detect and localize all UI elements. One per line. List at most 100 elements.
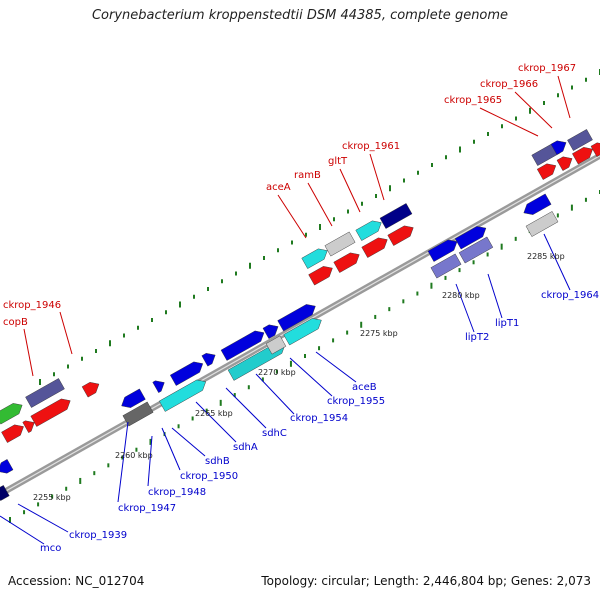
scale-tick xyxy=(79,477,82,484)
gene-arrow xyxy=(458,236,494,264)
scale-tick xyxy=(486,252,489,257)
label-callout-line xyxy=(307,182,333,227)
label-callout-line xyxy=(161,427,181,471)
gene-label: ckrop_1955 xyxy=(327,396,385,407)
gene-arrow xyxy=(308,266,333,286)
gene-label: lipT2 xyxy=(465,332,489,343)
gene-arrow xyxy=(265,335,287,355)
gene-label: ckrop_1954 xyxy=(290,413,348,424)
scale-tick xyxy=(247,385,250,390)
gene-arrow xyxy=(523,193,552,215)
gene-label: ckrop_1964 xyxy=(541,290,599,301)
label-callout-line xyxy=(117,421,129,503)
scale-tick xyxy=(263,256,265,260)
map-title: Corynebacterium kroppenstedtii DSM 44385… xyxy=(91,8,509,23)
gene-arrow xyxy=(430,253,462,279)
gene-arrow xyxy=(0,459,14,474)
scale-tick xyxy=(529,107,531,114)
scale-tick xyxy=(515,116,517,121)
scale-tick xyxy=(584,197,587,202)
gene-arrow xyxy=(25,378,65,408)
gene-arrow xyxy=(30,398,71,427)
scale-tick xyxy=(445,155,447,160)
scale-tick xyxy=(207,287,209,291)
scale-tick xyxy=(318,346,321,351)
gene-arrow xyxy=(0,485,10,501)
label-callout-line xyxy=(17,503,69,533)
label-callout-line xyxy=(255,373,295,415)
scale-tick xyxy=(360,321,363,328)
scale-tick xyxy=(500,243,503,250)
label-callout-line xyxy=(277,194,307,239)
scale-tick xyxy=(193,294,195,299)
scale-tick xyxy=(514,236,517,241)
scale-tick xyxy=(109,340,111,347)
scale-tick xyxy=(233,393,236,398)
gene-arrow xyxy=(262,324,279,339)
scale-tick xyxy=(177,424,180,429)
scale-tick xyxy=(487,132,489,136)
gene-arrow xyxy=(301,248,328,269)
gene-arrow xyxy=(550,140,567,155)
gene-label: ckrop_1961 xyxy=(342,141,400,152)
scale-tick xyxy=(81,356,83,361)
gene-label: sdhC xyxy=(262,428,287,439)
gene-arrow xyxy=(324,231,356,257)
label-callout-line xyxy=(195,401,237,443)
scale-tick xyxy=(179,301,181,308)
gene-label: lipT1 xyxy=(495,318,519,329)
gene-label: ckrop_1967 xyxy=(518,63,576,74)
scale-tick xyxy=(67,364,69,369)
gene-label: ramB xyxy=(294,170,321,181)
scale-tick xyxy=(151,318,153,322)
scale-tick xyxy=(543,101,545,105)
gene-arrow xyxy=(427,239,458,262)
scale-tick xyxy=(459,146,461,153)
label-callout-line xyxy=(147,435,153,487)
scale-tick xyxy=(219,399,222,406)
scale-kbp-label: 2280 kbp xyxy=(442,291,480,300)
scale-tick xyxy=(333,217,335,222)
scale-tick xyxy=(291,240,293,245)
scale-tick xyxy=(221,279,223,284)
label-callout-line xyxy=(23,328,34,377)
scale-tick xyxy=(557,93,559,98)
scale-tick xyxy=(123,333,125,338)
scale-tick xyxy=(39,379,41,385)
scale-tick xyxy=(402,299,405,304)
label-callout-line xyxy=(369,153,385,201)
gene-label: ckrop_1939 xyxy=(69,530,127,541)
gene-arrow xyxy=(81,382,100,398)
scale-tick xyxy=(556,213,559,218)
scale-tick xyxy=(205,408,208,413)
label-callout-line xyxy=(543,233,571,291)
gene-arrow xyxy=(277,304,316,332)
label-callout-line xyxy=(339,168,361,213)
gene-arrow xyxy=(567,129,593,151)
scale-tick xyxy=(403,178,405,183)
label-callout-line xyxy=(455,283,475,333)
scale-kbp-label: 2260 kbp xyxy=(115,451,153,460)
gene-arrow xyxy=(572,147,593,165)
scale-tick xyxy=(275,369,278,374)
gene-label: mco xyxy=(40,543,61,554)
gene-arrow xyxy=(122,401,154,427)
gene-arrow xyxy=(1,424,24,443)
scale-tick xyxy=(9,517,11,523)
gene-arrow xyxy=(556,156,573,171)
gene-label: gltT xyxy=(328,156,348,167)
label-callout-line xyxy=(315,351,357,383)
scale-kbp-label: 2285 kbp xyxy=(527,252,565,261)
gene-arrow xyxy=(0,403,23,425)
scale-tick xyxy=(388,307,391,312)
scale-tick xyxy=(137,325,139,330)
label-callout-line xyxy=(59,311,73,355)
scale-tick xyxy=(444,275,447,280)
gene-label: ckrop_1947 xyxy=(118,503,176,514)
scale-tick xyxy=(235,271,237,276)
gene-labels: 2255 kbp 2260 kbp 2265 kbp 2270 kbp 2275 kbp… xyxy=(3,63,599,554)
scale-tick xyxy=(375,194,377,198)
gene-label: copB xyxy=(3,317,28,328)
gene-arrow xyxy=(159,379,207,412)
scale-ticks xyxy=(9,69,600,523)
